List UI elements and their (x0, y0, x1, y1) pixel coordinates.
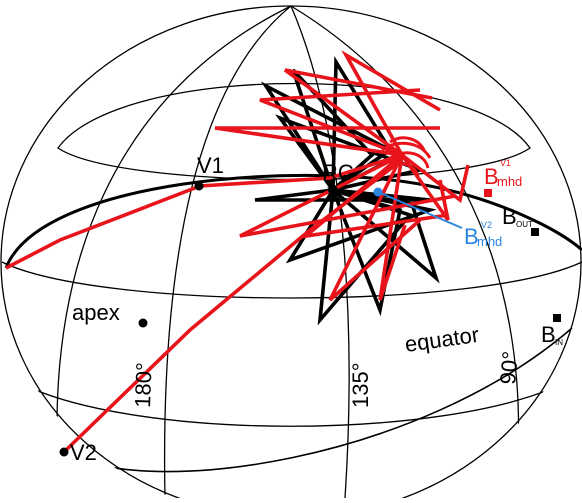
blue-pointer-line (377, 191, 463, 229)
latitude-line-middle (1, 261, 582, 299)
svg-text:B: B (541, 322, 556, 347)
rc-point (328, 185, 338, 195)
red-ray-9 (400, 153, 470, 204)
svg-text:B: B (484, 164, 499, 189)
red-ray-10 (400, 153, 450, 222)
svg-text:V1: V1 (500, 158, 511, 168)
b-out-marker (531, 228, 539, 236)
latitude-line-lower (23, 384, 561, 427)
red-ray-5 (239, 153, 456, 238)
v1-label: V1 (197, 153, 224, 178)
apex-point (138, 318, 148, 328)
svg-text:OUT: OUT (516, 220, 533, 229)
red-tangle-3 (389, 136, 426, 151)
svg-text:mhd: mhd (497, 174, 522, 189)
rc-label: RC (322, 160, 354, 185)
red-ray-4 (214, 126, 440, 157)
sphere-grid (0, 5, 582, 503)
meridian-180 (163, 5, 292, 499)
lon-135-label: 135° (348, 362, 373, 408)
b-mhd-v1-marker (484, 189, 492, 197)
latitude-line-upper (57, 82, 531, 181)
svg-text:mhd: mhd (477, 234, 502, 249)
b-out-label: B OUT (502, 204, 533, 229)
b-mhd-v2-point (373, 187, 383, 197)
red-rays (5, 50, 470, 454)
black-ray-3 (331, 55, 393, 194)
blue-pointer (373, 187, 463, 229)
b-mhd-v2-label: B mhd V2 (464, 220, 502, 249)
lon-90-label: 90° (495, 350, 523, 385)
svg-text:B: B (502, 204, 517, 229)
svg-text:B: B (464, 224, 479, 249)
red-ray-3 (341, 50, 441, 156)
meridian-90 (290, 5, 520, 499)
sphere-outline (0, 5, 582, 503)
meridian-135 (290, 5, 350, 499)
apex-label: apex (72, 300, 120, 325)
red-tangle-1 (381, 141, 432, 159)
svg-text:V2: V2 (481, 220, 492, 230)
black-ray-9 (326, 187, 440, 284)
meridian-left (56, 5, 292, 499)
v2-point (59, 447, 69, 457)
red-tangle (381, 136, 432, 177)
v1-point (194, 181, 204, 191)
red-ray-6 (300, 153, 449, 239)
b-mhd-v1-label: B mhd V1 (484, 158, 522, 189)
v2-label: V2 (70, 440, 97, 465)
black-rays (254, 55, 440, 326)
red-tangle-2 (384, 151, 430, 169)
b-in-marker (553, 314, 561, 322)
svg-text:IN: IN (555, 338, 563, 347)
red-ray-8 (378, 154, 407, 301)
equator-label: equator (403, 322, 480, 357)
red-tangle-4 (383, 162, 420, 177)
lon-180-label: 180° (130, 362, 157, 408)
b-in-label: B IN (541, 322, 563, 347)
red-ray-7 (328, 154, 422, 302)
